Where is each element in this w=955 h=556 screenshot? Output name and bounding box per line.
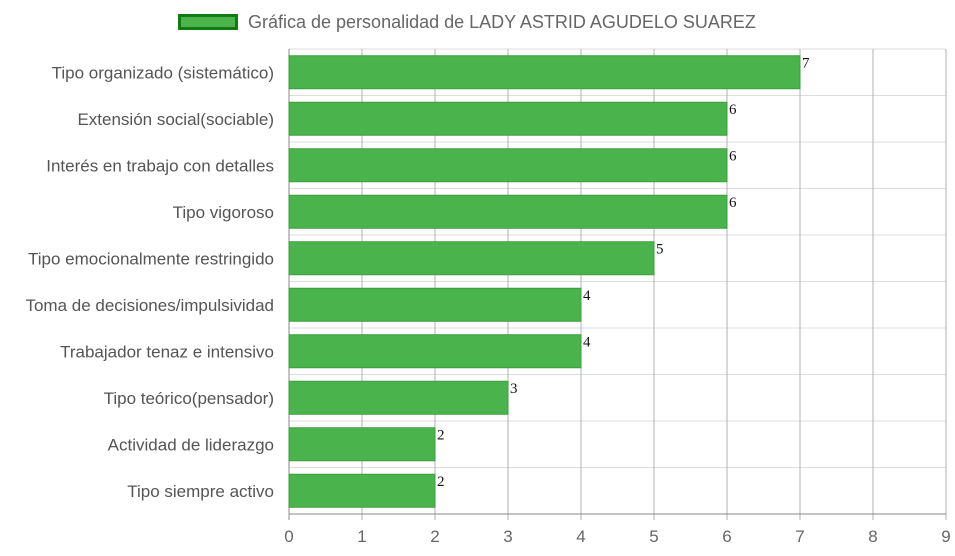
legend-label: Gráfica de personalidad de LADY ASTRID A… (248, 11, 756, 32)
data-label: 4 (583, 288, 591, 304)
category-label: Toma de decisiones/impulsividad (25, 296, 274, 315)
bar (288, 380, 509, 415)
category-label: Tipo siempre activo (127, 482, 274, 501)
data-label: 6 (729, 102, 737, 118)
category-label: Extensión social(sociable) (77, 110, 274, 129)
bar (288, 473, 436, 508)
bar (288, 194, 728, 229)
bar (288, 241, 655, 276)
x-tick-label: 4 (576, 527, 585, 546)
x-tick-label: 0 (284, 527, 293, 546)
x-tick-label: 1 (357, 527, 366, 546)
category-label: Tipo emocionalmente restringido (28, 249, 274, 268)
data-label: 7 (802, 55, 810, 71)
category-label: Tipo organizado (sistemático) (52, 63, 274, 82)
data-label: 5 (656, 241, 664, 257)
bars (288, 55, 801, 508)
chart-legend[interactable]: Gráfica de personalidad de LADY ASTRID A… (178, 9, 756, 35)
category-label: Tipo vigoroso (173, 203, 274, 222)
x-tick-label: 5 (649, 527, 658, 546)
legend-swatch (178, 14, 238, 30)
data-label: 3 (510, 381, 518, 397)
labels: 0 1 2 3 4 5 6 7 8 9 Tipo organizado (sistemático) 7… (25, 55, 950, 546)
bar (288, 148, 728, 183)
bar (288, 427, 436, 462)
data-label: 6 (729, 148, 737, 164)
bar (288, 55, 801, 90)
data-label: 6 (729, 195, 737, 211)
x-tick-label: 9 (941, 527, 950, 546)
x-tick-label: 6 (722, 527, 731, 546)
data-label: 2 (437, 474, 445, 490)
category-label: Actividad de liderazgo (108, 435, 274, 454)
x-tick-label: 3 (503, 527, 512, 546)
bar (288, 287, 582, 322)
bar (288, 334, 582, 369)
x-tick-label: 7 (795, 527, 804, 546)
x-tick-label: 8 (868, 527, 877, 546)
bar (288, 101, 728, 136)
category-label: Trabajador tenaz e intensivo (60, 342, 274, 361)
x-tick-label: 2 (430, 527, 439, 546)
category-label: Tipo teórico(pensador) (104, 389, 274, 408)
data-label: 2 (437, 427, 445, 443)
data-label: 4 (583, 334, 591, 350)
category-label: Interés en trabajo con detalles (46, 156, 274, 175)
